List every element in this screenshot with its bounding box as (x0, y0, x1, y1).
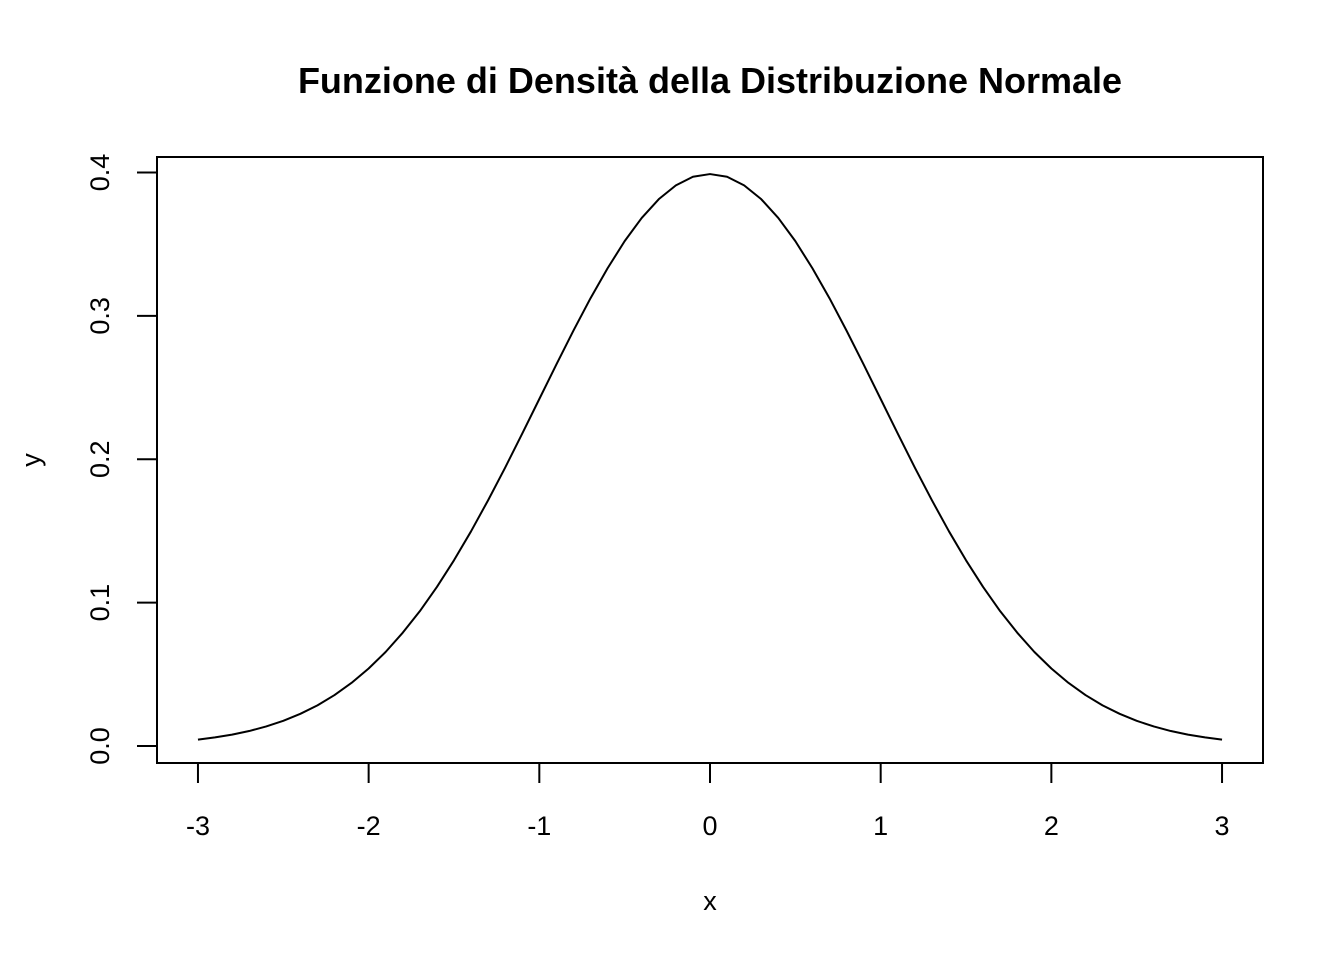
x-tick-label: 1 (873, 811, 888, 841)
x-tick-label: 0 (702, 811, 717, 841)
plot-frame (156, 156, 1264, 764)
density-curve (197, 173, 1223, 741)
y-tick-label: 0.4 (85, 154, 115, 192)
x-tick-label: -3 (186, 811, 210, 841)
y-tick-label: 0.1 (85, 584, 115, 622)
y-axis-label: y (16, 453, 46, 467)
y-tick-label: 0.0 (85, 727, 115, 765)
y-axis: 0.0 0.1 0.2 0.3 0.4 (85, 154, 158, 765)
y-tick-label: 0.3 (85, 297, 115, 335)
x-tick-label: -2 (357, 811, 381, 841)
x-tick-label: 3 (1215, 811, 1230, 841)
chart-title: Funzione di Densità della Distribuzione … (298, 60, 1122, 101)
y-tick-label: 0.2 (85, 440, 115, 478)
x-tick-label: 2 (1044, 811, 1059, 841)
x-axis-label: x (703, 886, 717, 916)
x-tick-label: -1 (527, 811, 551, 841)
x-axis: -3 -2 -1 0 1 2 3 (186, 762, 1230, 841)
